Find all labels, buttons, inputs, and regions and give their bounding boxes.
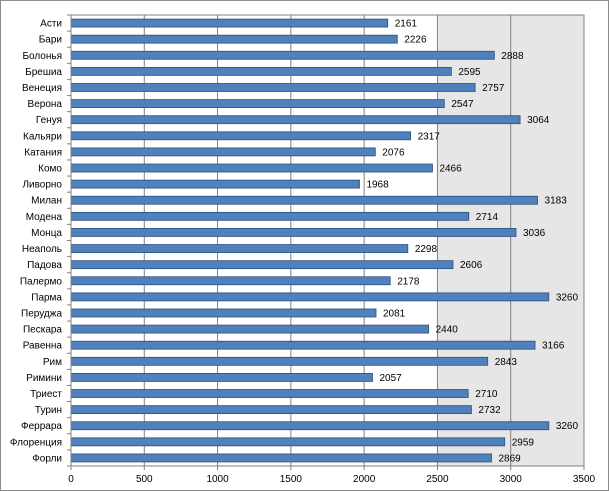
bar	[70, 147, 376, 157]
bar	[70, 163, 433, 173]
bar	[70, 324, 430, 334]
category-label: Милан	[31, 196, 62, 207]
data-label: 2714	[476, 212, 499, 223]
data-label: 2226	[404, 35, 427, 46]
x-tick-label: 2000	[353, 474, 376, 485]
category-label: Парма	[31, 292, 62, 303]
axis-layer	[67, 14, 585, 470]
category-label: Комо	[38, 164, 62, 175]
category-label: Асти	[40, 19, 62, 30]
category-label: Кальяри	[23, 131, 62, 142]
data-label: 2732	[478, 405, 501, 416]
category-label: Равенна	[23, 341, 63, 352]
x-tick-label: 3000	[500, 474, 523, 485]
category-label: Перуджа	[21, 308, 62, 319]
bar	[70, 115, 521, 125]
data-label: 2081	[383, 308, 406, 319]
category-label: Падова	[27, 260, 62, 271]
category-label: Пескара	[23, 325, 62, 336]
data-label: 2547	[451, 99, 474, 110]
data-label: 2057	[379, 373, 402, 384]
bar	[70, 437, 506, 447]
bar-layer	[70, 18, 550, 463]
data-label: 2298	[415, 244, 438, 255]
data-label: 2595	[458, 67, 481, 78]
category-label: Модена	[26, 212, 63, 223]
category-label: Брешиа	[25, 67, 62, 78]
data-label: 3064	[527, 115, 550, 126]
data-label: 2317	[418, 131, 441, 142]
bar	[70, 66, 452, 76]
data-label: 2076	[382, 147, 405, 158]
category-label: Феррара	[21, 421, 62, 432]
data-label: 3183	[545, 196, 568, 207]
category-label: Турин	[35, 405, 62, 416]
data-label: 2843	[495, 357, 518, 368]
category-label: Рим	[43, 357, 62, 368]
category-label: Неаполь	[22, 244, 62, 255]
data-label: 2466	[439, 164, 462, 175]
bar	[70, 405, 472, 415]
category-label: Ливорно	[22, 180, 62, 191]
data-label: 2161	[395, 19, 418, 30]
bar	[70, 34, 398, 44]
bar	[70, 356, 489, 366]
bar	[70, 228, 517, 237]
bar	[70, 83, 476, 92]
data-label: 2959	[512, 437, 535, 448]
bar	[70, 421, 550, 431]
category-label: Триест	[30, 389, 62, 400]
bar	[70, 131, 412, 141]
category-label: Палермо	[20, 276, 63, 287]
category-label: Верона	[28, 99, 63, 110]
bar	[70, 244, 409, 253]
data-label: 3166	[542, 341, 565, 352]
category-label: Флоренция	[10, 437, 62, 448]
data-label: 3260	[556, 292, 579, 303]
x-tick-label: 3500	[573, 474, 596, 485]
data-label: 2710	[475, 389, 498, 400]
x-tick-label: 0	[68, 474, 74, 485]
category-label: Венеция	[22, 83, 62, 94]
data-label: 3260	[556, 421, 579, 432]
bar	[70, 99, 445, 108]
data-label: 2888	[501, 51, 524, 62]
x-tick-label: 1000	[206, 474, 229, 485]
bar	[70, 340, 536, 350]
category-label: Монца	[31, 228, 62, 239]
data-label: 2178	[397, 276, 420, 287]
bar	[70, 195, 538, 205]
data-label: 2440	[436, 325, 459, 336]
bar	[70, 179, 360, 189]
x-tick-label: 2500	[426, 474, 449, 485]
bar	[70, 389, 469, 398]
x-tick-label: 500	[136, 474, 153, 485]
category-label: Катания	[24, 147, 62, 158]
bar	[70, 308, 377, 318]
x-tick-label: 1500	[280, 474, 303, 485]
data-label: 3036	[523, 228, 546, 239]
bar	[70, 260, 454, 270]
bar	[70, 276, 391, 286]
data-label: 1968	[366, 180, 389, 191]
category-label: Бари	[39, 35, 62, 46]
bar	[70, 453, 492, 463]
category-label: Римини	[26, 373, 62, 384]
bar	[70, 50, 495, 60]
bar	[70, 292, 550, 302]
data-label: 2757	[482, 83, 505, 94]
category-label: Генуя	[36, 115, 62, 126]
bar	[70, 18, 389, 28]
data-label: 2869	[499, 453, 522, 464]
category-label: Форли	[32, 453, 62, 464]
data-label: 2606	[460, 260, 483, 271]
bar	[70, 211, 470, 221]
category-label: Болонья	[22, 51, 62, 62]
label-layer: 0 500 1000 1500 2000 2500 3000 3500 Асти 2161 Бари…	[10, 19, 596, 485]
bar	[70, 373, 373, 382]
